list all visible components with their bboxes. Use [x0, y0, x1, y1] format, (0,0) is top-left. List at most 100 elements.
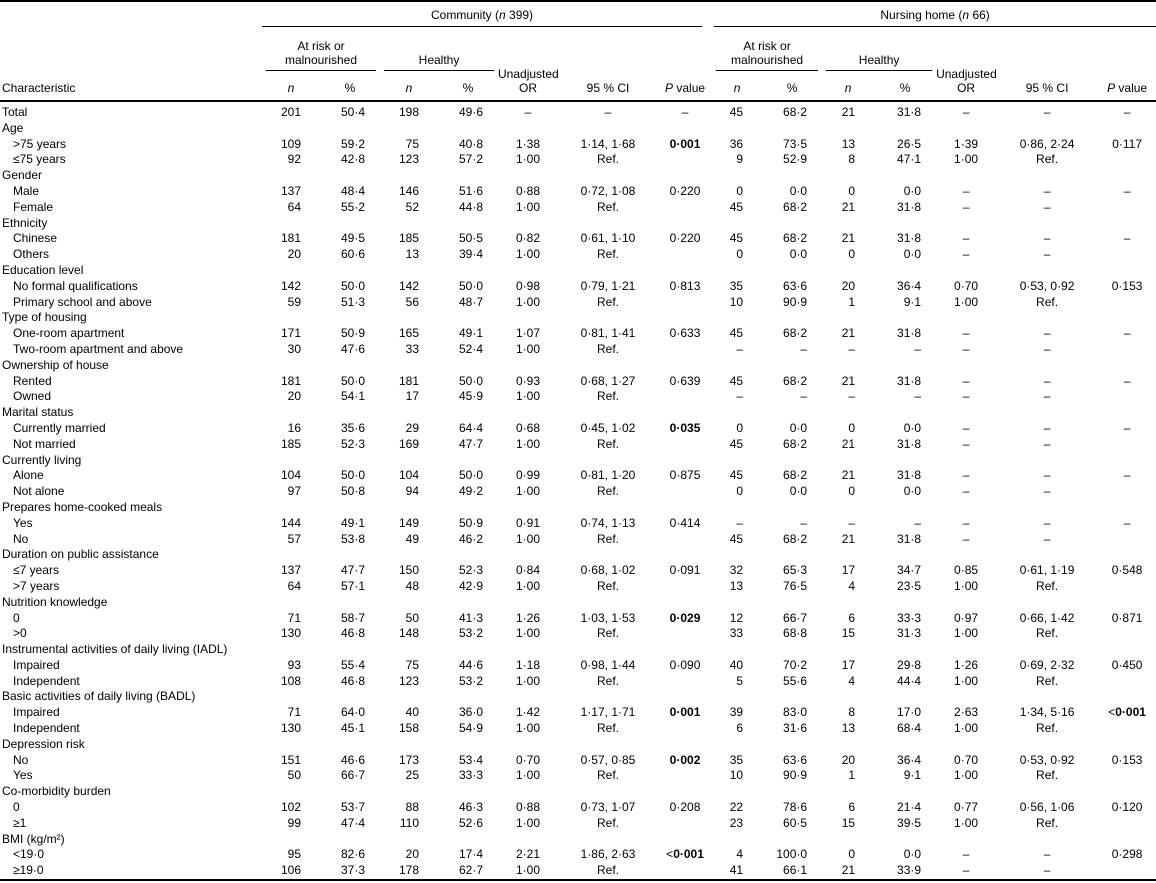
cell: –	[736, 389, 744, 404]
cell: 0·93	[515, 373, 541, 388]
cell: 10	[729, 768, 744, 783]
cell: 36·0	[458, 705, 483, 720]
cell: 181	[280, 231, 301, 246]
cell: 0·66, 1·42	[1019, 610, 1075, 625]
cell: 50·8	[340, 484, 365, 499]
cell: –	[914, 341, 922, 356]
cell: 52·3	[458, 563, 483, 578]
table-row: Primary school and above 59 51·3 56 48·7 1·00…	[0, 295, 1156, 311]
cell: 0·813	[669, 278, 701, 293]
cell: 13	[841, 721, 856, 736]
cell: 31·8	[897, 231, 922, 246]
row-label: Yes	[13, 515, 33, 530]
cell: 0·035	[669, 420, 701, 435]
cell: 53·7	[340, 800, 365, 815]
cell: 73·5	[783, 136, 808, 151]
cell: 31·8	[874, 100, 937, 121]
column-header-pct-healthy-community: %	[462, 81, 474, 95]
cell: 178	[398, 863, 419, 878]
cell: 34·7	[897, 563, 922, 578]
cell: 0·001	[669, 136, 701, 151]
cell: 88	[405, 800, 419, 815]
cell: 1·03, 1·53	[580, 610, 636, 625]
row-label: 0	[13, 800, 20, 815]
table-row: ≤75 years 92 42·8 123 57·2 1·00 Ref. 9 52·9 8 47·1…	[0, 152, 1156, 168]
cell	[658, 200, 712, 216]
cell: 6	[736, 721, 744, 736]
cell: 0·220	[669, 183, 701, 198]
subgroup-header-healthy-nursing: Healthy	[822, 27, 936, 71]
table-row: Two-room apartment and above 30 47·6 33 52·4…	[0, 342, 1156, 358]
cell: 64·0	[340, 705, 365, 720]
cell: –	[914, 515, 922, 530]
cell	[1098, 342, 1156, 358]
table-row: Alone 104 50·0 104 50·0 0·99 0·81, 1·20 0·875 45…	[0, 468, 1156, 484]
cell: 37·3	[340, 863, 365, 878]
cell: 1·00	[954, 721, 979, 736]
cell: 1·00	[515, 484, 541, 499]
column-header-unadjusted-or-community: Unadjusted OR	[498, 67, 558, 95]
cell: 33	[405, 341, 419, 356]
section-label: Basic activities of daily living (BADL)	[2, 689, 196, 704]
cell: 1·00	[515, 673, 541, 688]
cell: Ref.	[596, 721, 619, 736]
cell: 108	[280, 673, 301, 688]
section-row: Co-morbidity burden	[0, 784, 1156, 800]
cell: Ref.	[1036, 294, 1059, 309]
cell: 0·002	[669, 752, 701, 767]
cell: 21	[822, 100, 875, 121]
cell	[1098, 768, 1156, 784]
section-label: Nutrition knowledge	[2, 594, 108, 609]
cell: Ref.	[1036, 721, 1059, 736]
cell: –	[962, 468, 970, 483]
section-label: Currently living	[2, 452, 82, 467]
cell: 0·220	[669, 231, 701, 246]
cell: –	[996, 100, 1099, 121]
cell: –	[1043, 531, 1051, 546]
cell: 1·39	[954, 136, 979, 151]
cell: 171	[280, 326, 301, 341]
cell: 45·1	[340, 721, 365, 736]
row-label: Owned	[13, 389, 52, 404]
table-row: No 151 46·6 173 53·4 0·70 0·57, 0·85 0·002 35 63·…	[0, 753, 1156, 769]
cell: 71	[287, 610, 301, 625]
cell: 47·4	[340, 815, 365, 830]
cell: 0·91	[515, 515, 541, 530]
cell: 0·81, 1·41	[580, 326, 636, 341]
cell: 123	[398, 152, 419, 167]
row-label: Impaired	[13, 657, 60, 672]
cell: –	[658, 100, 713, 121]
cell: 42·9	[458, 578, 483, 593]
column-header-pct-healthy-nursing: %	[899, 81, 911, 95]
cell: 0	[736, 484, 744, 499]
table-row: ≥1 99 47·4 110 52·6 1·00 Ref. 23 60·5 15 39·5 1·00 R…	[0, 816, 1156, 832]
cell: 1·86, 2·63	[580, 847, 636, 862]
cell: 0·88	[515, 800, 541, 815]
cell: 0·70	[954, 278, 979, 293]
table-row: One-room apartment 171 50·9 165 49·1 1·07 0·81…	[0, 326, 1156, 342]
cell: 185	[398, 231, 419, 246]
cell: 1·00	[954, 152, 979, 167]
cell: 0·70	[954, 752, 979, 767]
cell: 2·63	[954, 705, 979, 720]
cell: 90·9	[783, 768, 808, 783]
cell: 173	[398, 752, 419, 767]
cell	[1098, 295, 1156, 311]
cell: 0·99	[515, 468, 541, 483]
cell: –	[848, 515, 856, 530]
row-label: ≥1	[13, 815, 27, 830]
cell: 142	[398, 278, 419, 293]
cell: 102	[280, 800, 301, 815]
cell: 0·72, 1·08	[580, 183, 636, 198]
cell: 68·2	[783, 326, 808, 341]
cell: 0·97	[954, 610, 979, 625]
cell: 110	[399, 815, 419, 830]
cell: 0·548	[1111, 563, 1143, 578]
cell: 49·6	[438, 100, 498, 121]
cell: 54·9	[458, 721, 483, 736]
cell: 53·4	[458, 752, 483, 767]
cell: 68·2	[762, 100, 823, 121]
cell: 51·6	[458, 183, 483, 198]
cell	[1098, 247, 1156, 263]
cell: 0·0	[789, 484, 808, 499]
